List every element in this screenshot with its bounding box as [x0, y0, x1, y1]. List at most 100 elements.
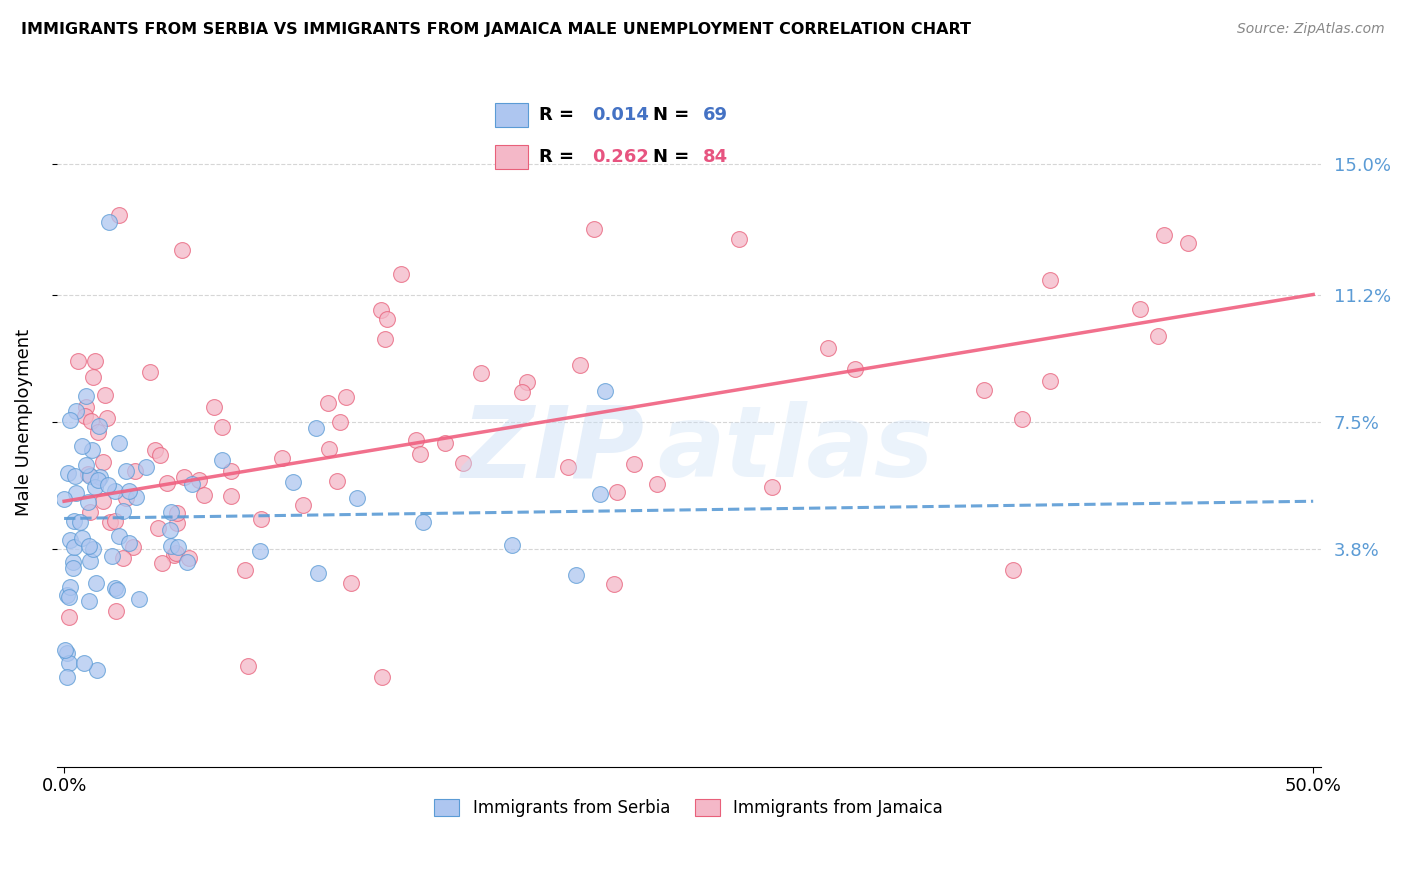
Point	[375, 312, 398, 326]
Text: atlas: atlas	[657, 401, 934, 498]
Point	[1039, 273, 1062, 287]
Point	[211, 452, 233, 467]
Point	[63, 540, 86, 554]
Point	[63, 514, 86, 528]
Point	[250, 512, 273, 526]
Point	[973, 384, 995, 398]
Point	[53, 492, 76, 507]
Point	[77, 594, 100, 608]
Point	[108, 208, 131, 222]
Text: IMMIGRANTS FROM SERBIA VS IMMIGRANTS FROM JAMAICA MALE UNEMPLOYMENT CORRELATION : IMMIGRANTS FROM SERBIA VS IMMIGRANTS FRO…	[21, 22, 972, 37]
Point	[98, 515, 121, 529]
Point	[112, 503, 135, 517]
Point	[79, 468, 101, 483]
Point	[568, 358, 591, 372]
Point	[79, 553, 101, 567]
Point	[62, 555, 84, 569]
Point	[405, 434, 427, 448]
Point	[291, 498, 314, 512]
Point	[844, 362, 866, 376]
Point	[412, 515, 434, 529]
Point	[510, 384, 533, 399]
Point	[173, 470, 195, 484]
Point	[817, 341, 839, 355]
Point	[98, 215, 121, 229]
Point	[409, 447, 432, 461]
Point	[87, 425, 110, 440]
Point	[346, 491, 368, 506]
Point	[97, 477, 120, 491]
Point	[77, 495, 100, 509]
Point	[181, 476, 204, 491]
Point	[72, 531, 94, 545]
Point	[329, 415, 352, 429]
Point	[307, 566, 329, 580]
Point	[193, 488, 215, 502]
Point	[53, 642, 76, 657]
Point	[149, 448, 172, 462]
Point	[451, 456, 474, 470]
Point	[516, 376, 538, 390]
Point	[82, 370, 104, 384]
Point	[160, 539, 183, 553]
Point	[1153, 227, 1175, 242]
Point	[58, 590, 80, 604]
Point	[77, 539, 100, 553]
Point	[104, 581, 127, 595]
Point	[219, 489, 242, 503]
Point	[1177, 235, 1199, 250]
Point	[238, 659, 260, 673]
Point	[62, 561, 84, 575]
Point	[318, 442, 340, 457]
Point	[79, 505, 101, 519]
Point	[1039, 374, 1062, 388]
Point	[80, 443, 103, 458]
Text: ZIP: ZIP	[461, 401, 644, 498]
Point	[111, 551, 134, 566]
Point	[179, 550, 201, 565]
Point	[434, 436, 457, 450]
Point	[59, 413, 82, 427]
Point	[69, 515, 91, 529]
Point	[84, 576, 107, 591]
Point	[761, 480, 783, 494]
Point	[76, 467, 98, 482]
Point	[58, 610, 80, 624]
Point	[1129, 302, 1152, 317]
Point	[150, 556, 173, 570]
Point	[163, 548, 186, 562]
Point	[67, 353, 90, 368]
Point	[249, 544, 271, 558]
Point	[82, 541, 104, 556]
Point	[65, 469, 87, 483]
Point	[135, 460, 157, 475]
Point	[271, 450, 294, 465]
Point	[1002, 563, 1025, 577]
Point	[86, 663, 108, 677]
Point	[219, 463, 242, 477]
Point	[166, 506, 188, 520]
Point	[118, 483, 141, 498]
Point	[501, 538, 523, 552]
Point	[148, 521, 170, 535]
Point	[1011, 411, 1033, 425]
Point	[156, 475, 179, 490]
Y-axis label: Male Unemployment: Male Unemployment	[15, 328, 32, 516]
Point	[143, 443, 166, 458]
Point	[316, 395, 339, 409]
Point	[370, 302, 392, 317]
Point	[101, 549, 124, 563]
Point	[187, 473, 209, 487]
Point	[65, 404, 87, 418]
Point	[117, 536, 139, 550]
Point	[159, 505, 181, 519]
Point	[374, 332, 396, 346]
Point	[86, 473, 108, 487]
Point	[104, 483, 127, 498]
Point	[79, 414, 101, 428]
Legend: Immigrants from Serbia, Immigrants from Jamaica: Immigrants from Serbia, Immigrants from …	[427, 792, 949, 823]
Point	[606, 485, 628, 500]
Point	[170, 243, 193, 257]
Point	[75, 389, 97, 403]
Point	[94, 388, 117, 402]
